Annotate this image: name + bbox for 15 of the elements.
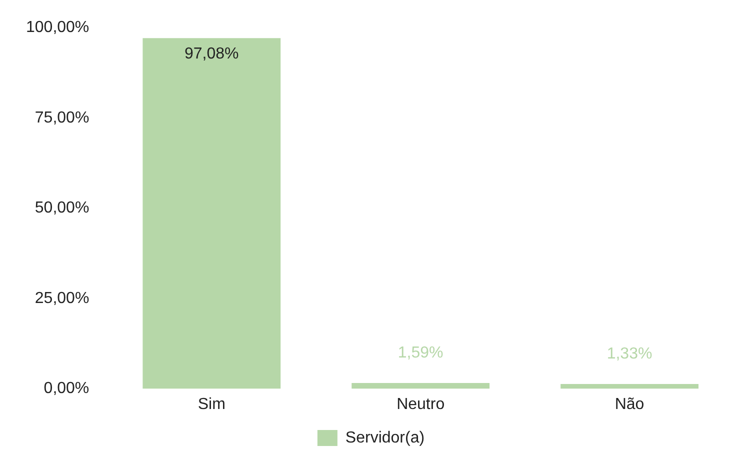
x-tick-label: Não — [614, 396, 644, 413]
bar — [142, 38, 281, 389]
y-tick-label: 75,00% — [34, 109, 90, 126]
data-label: 97,08% — [184, 46, 239, 63]
y-tick-label: 100,00% — [26, 19, 90, 36]
x-tick-label: Sim — [198, 396, 226, 413]
x-tick-label: Neutro — [396, 396, 445, 413]
data-label: 1,33% — [606, 345, 652, 362]
data-label: 1,59% — [398, 344, 444, 362]
y-tick-label: 50,00% — [34, 200, 90, 217]
y-tick-label: 25,00% — [34, 290, 90, 307]
bar — [352, 383, 490, 389]
legend-label: Servidor(a) — [345, 429, 425, 446]
bar — [560, 384, 698, 389]
y-tick-label: 0,00% — [44, 380, 90, 398]
